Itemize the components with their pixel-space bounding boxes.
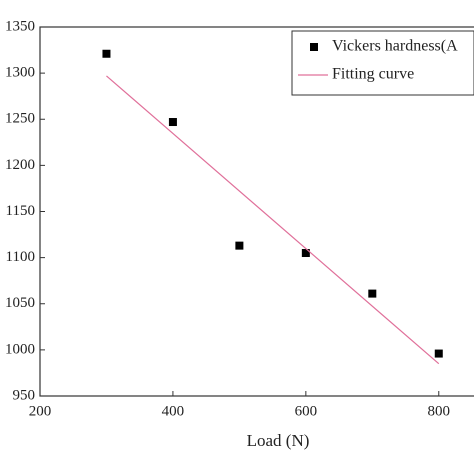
y-tick-label: 1200 <box>5 157 35 173</box>
x-tick-label: 800 <box>428 403 451 419</box>
point <box>102 49 111 58</box>
point <box>434 349 443 358</box>
y-tick-label: 1150 <box>6 203 35 219</box>
y-tick-label: 1000 <box>5 341 35 357</box>
y-tick-label: 1100 <box>6 249 35 265</box>
y-tick-label: 1250 <box>5 111 35 127</box>
legend-box <box>291 30 474 96</box>
y-tick-label: 1350 <box>5 18 35 34</box>
x-tick-label: 200 <box>29 403 52 419</box>
y-tick-label: 1050 <box>5 295 35 311</box>
y-tick-label: 950 <box>13 387 36 403</box>
point <box>168 118 177 127</box>
legend-label: Vickers hardness(A <box>332 38 458 55</box>
fit-line <box>106 75 440 365</box>
point <box>368 289 377 298</box>
x-tick-label: 600 <box>295 403 318 419</box>
x-tick-label: 400 <box>162 403 185 419</box>
legend-label: Fitting curve <box>332 66 414 83</box>
point <box>301 249 310 258</box>
y-tick-label: 1300 <box>5 65 35 81</box>
x-axis-label: Load (N) <box>247 431 310 450</box>
legend-marker <box>310 43 318 51</box>
point <box>235 241 244 250</box>
